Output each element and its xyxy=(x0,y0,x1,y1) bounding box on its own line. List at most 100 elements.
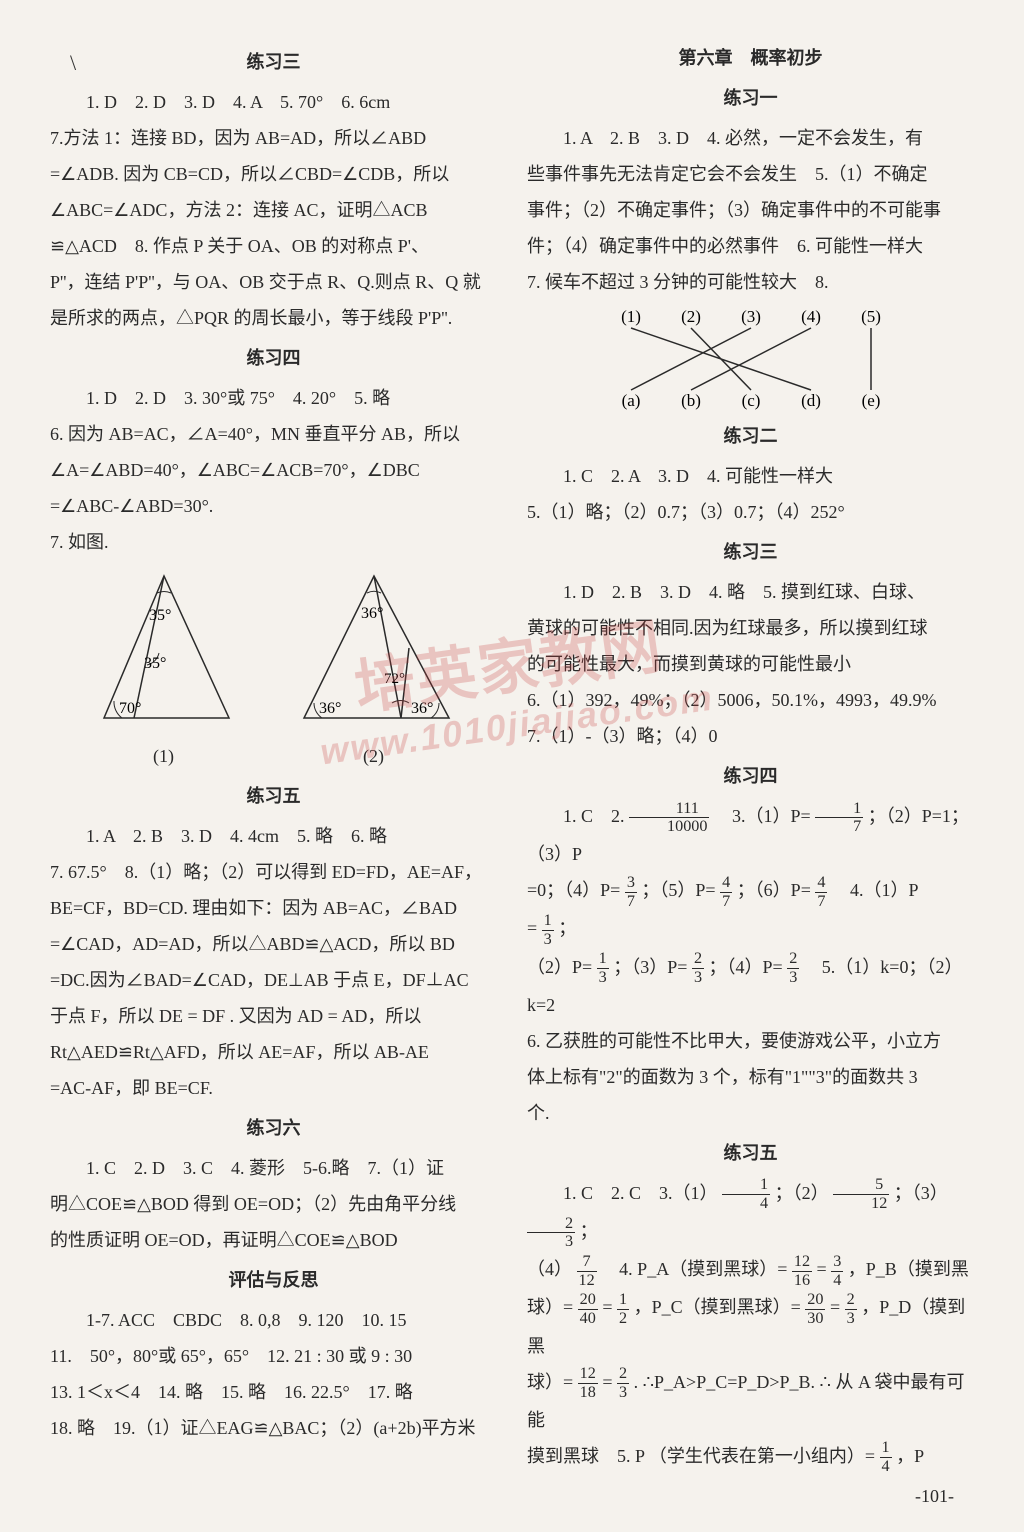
match-edge xyxy=(691,328,811,390)
match-bottom-label: (d) xyxy=(801,391,821,410)
text: ；（3）P= xyxy=(613,957,687,977)
r-ex3-text: 黄球的可能性不相同.因为红球最多，所以摸到红球 xyxy=(527,610,974,646)
fraction: 2030 xyxy=(805,1291,825,1328)
match-top-label: (3) xyxy=(741,307,761,326)
text: 1. C 2. C 3.（1） xyxy=(563,1183,718,1203)
text: ，P_C（摸到黑球）= xyxy=(634,1297,801,1317)
ex3-title: 练习三 xyxy=(50,44,497,80)
fraction: 23 xyxy=(527,1215,575,1252)
angle-label: 36° xyxy=(411,700,433,717)
r-ex5-line: 摸到黑球 5. P （学生代表在第一小组内）= 14 ，P xyxy=(527,1438,974,1476)
text: 球）= xyxy=(527,1372,573,1392)
right-column: 第六章 概率初步 练习一 1. A 2. B 3. D 4. 必然，一定不会发生… xyxy=(527,40,974,1512)
eval-line: 13. 1＜x＜4 14. 略 15. 略 16. 22.5° 17. 略 xyxy=(50,1374,497,1410)
fraction: 37 xyxy=(625,874,637,911)
text: = xyxy=(527,918,537,938)
match-edge xyxy=(631,328,751,390)
ex6-title: 练习六 xyxy=(50,1110,497,1146)
r-ex4-line: （2）P= 13 ；（3）P= 23 ；（4）P= 23 5.（1）k=0；（2… xyxy=(527,949,974,1023)
eval-line: 18. 略 19.（1）证△EAG≌△BAC；（2）(a+2b)平方米 xyxy=(50,1410,497,1446)
text: = xyxy=(830,1297,845,1317)
text: = xyxy=(602,1297,617,1317)
fraction: 23 xyxy=(787,950,799,987)
fraction: 512 xyxy=(833,1176,889,1213)
ex5-text: 7. 67.5° 8.（1）略；（2）可以得到 ED=FD，AE=AF， xyxy=(50,854,497,890)
match-top-label: (5) xyxy=(861,307,881,326)
r-ex1-title: 练习一 xyxy=(527,80,974,116)
r-ex3-title: 练习三 xyxy=(527,534,974,570)
fraction: 14 xyxy=(880,1439,892,1476)
text: 3.（1）P= xyxy=(714,806,811,826)
r-ex1-text: 件；（4）确定事件中的必然事件 6. 可能性一样大 xyxy=(527,228,974,264)
fraction: 2040 xyxy=(578,1291,598,1328)
fraction: 1218 xyxy=(578,1365,598,1402)
angle-label: 35° xyxy=(149,607,171,624)
text: 球）= xyxy=(527,1297,573,1317)
text: ，P_B（摸到黑 xyxy=(848,1259,969,1279)
page-number: -101- xyxy=(915,1486,954,1507)
r-ex2-title: 练习二 xyxy=(527,418,974,454)
r-ex3-text: 7.（1）-（3）略；（4）0 xyxy=(527,718,974,754)
text: （4） xyxy=(527,1259,572,1279)
angle-label: 70° xyxy=(119,700,141,717)
r-ex5-line: 球）= 1218 = 23 . ∴P_A>P_C=P_D>P_B. ∴ 从 A … xyxy=(527,1364,974,1438)
ex4-line: 1. D 2. D 3. 30°或 75° 4. 20° 5. 略 xyxy=(50,380,497,416)
r-ex5-title: 练习五 xyxy=(527,1135,974,1171)
r-ex5-line: 球）= 2040 = 12 ，P_C（摸到黑球）= 2030 = 23 ，P_D… xyxy=(527,1289,974,1363)
r-ex4-title: 练习四 xyxy=(527,758,974,794)
r-ex5-line: （4） 712 4. P_A（摸到黑球）= 1216 = 34 ，P_B（摸到黑 xyxy=(527,1251,974,1289)
r-ex4-text: 6. 乙获胜的可能性不比甲大，要使游戏公平，小立方 xyxy=(527,1023,974,1059)
text: 1. C 2. xyxy=(563,806,629,826)
fraction: 17 xyxy=(815,800,863,837)
r-ex5-line: 1. C 2. C 3.（1） 14 ；（2） 512 ；（3） 23 ； xyxy=(527,1175,974,1251)
fraction: 47 xyxy=(815,874,827,911)
eval-line: 1-7. ACC CBDC 8. 0,8 9. 120 10. 15 xyxy=(50,1302,497,1338)
r-ex1-text: 事件；（2）不确定事件；（3）确定事件中的不可能事 xyxy=(527,192,974,228)
fraction: 23 xyxy=(617,1365,629,1402)
ex6-text: 明△COE≌△BOD 得到 OE=OD；（2）先由角平分线 xyxy=(50,1186,497,1222)
ex4-text: 6. 因为 AB=AC，∠A=40°，MN 垂直平分 AB，所以 xyxy=(50,416,497,452)
triangle-1: 35° 35° 70° (1) xyxy=(89,568,239,774)
triangle-2: 36° 72° 36° 36° (2) xyxy=(289,568,459,774)
ex3-text: P''，连结 P'P''，与 OA、OB 交于点 R、Q.则点 R、Q 就 xyxy=(50,264,497,300)
text: = xyxy=(602,1372,617,1392)
match-top-label: (1) xyxy=(621,307,641,326)
match-bottom-label: (c) xyxy=(741,391,760,410)
r-ex4-line: 1. C 2. 11110000 3.（1）P= 17 ；（2）P=1；（3）P xyxy=(527,798,974,872)
text: ；（6）P= xyxy=(737,880,811,900)
ex5-text: =∠CAD，AD=AD，所以△ABD≌△ACD，所以 BD xyxy=(50,926,497,962)
match-bottom-label: (a) xyxy=(621,391,640,410)
eval-line: 11. 50°，80°或 65°，65° 12. 21 : 30 或 9 : 3… xyxy=(50,1338,497,1374)
text: 4. P_A（摸到黑球）= xyxy=(601,1259,787,1279)
ex5-line: 1. A 2. B 3. D 4. 4cm 5. 略 6. 略 xyxy=(50,818,497,854)
text: ，P xyxy=(896,1446,924,1466)
angle-label: 72° xyxy=(384,671,405,687)
r-ex3-text: 6.（1）392，49%；（2）5006，50.1%，4993，49.9% xyxy=(527,682,974,718)
chapter-title: 第六章 概率初步 xyxy=(527,40,974,76)
fraction: 712 xyxy=(577,1253,597,1290)
text: =0；（4）P= xyxy=(527,880,620,900)
text: ；（3） xyxy=(894,1183,948,1203)
ex3-text: ∠ABC=∠ADC，方法 2：连接 AC，证明△ACB xyxy=(50,192,497,228)
text: ；（4）P= xyxy=(709,957,783,977)
ex4-text: ∠A=∠ABD=40°，∠ABC=∠ACB=70°，∠DBC xyxy=(50,452,497,488)
angle-label: 35° xyxy=(144,655,166,672)
ex4-text: =∠ABC-∠ABD=30°. xyxy=(50,488,497,524)
ex5-text: BE=CF，BD=CD. 理由如下：因为 AB=AC，∠BAD xyxy=(50,890,497,926)
ex4-text: 7. 如图. xyxy=(50,524,497,560)
fraction: 34 xyxy=(831,1253,843,1290)
match-edge xyxy=(691,328,751,390)
ex6-text: 的性质证明 OE=OD，再证明△COE≌△BOD xyxy=(50,1222,497,1258)
ex3-text: 7.方法 1：连接 BD，因为 AB=AD，所以∠ABD xyxy=(50,120,497,156)
triangle-diagrams: 35° 35° 70° (1) 36° 72° 36° xyxy=(50,568,497,774)
angle-label: 36° xyxy=(319,700,341,717)
fraction: 23 xyxy=(845,1291,857,1328)
ex3-line: 1. D 2. D 3. D 4. A 5. 70° 6. 6cm xyxy=(50,84,497,120)
eval-title: 评估与反思 xyxy=(50,1262,497,1298)
fraction: 12 xyxy=(617,1291,629,1328)
match-bottom-label: (e) xyxy=(861,391,880,410)
fraction: 14 xyxy=(722,1176,770,1213)
fraction: 13 xyxy=(597,950,609,987)
ex5-text: =DC.因为∠BAD=∠CAD，DE⊥AB 于点 E，DF⊥AC xyxy=(50,962,497,998)
text: ； xyxy=(580,1221,598,1241)
